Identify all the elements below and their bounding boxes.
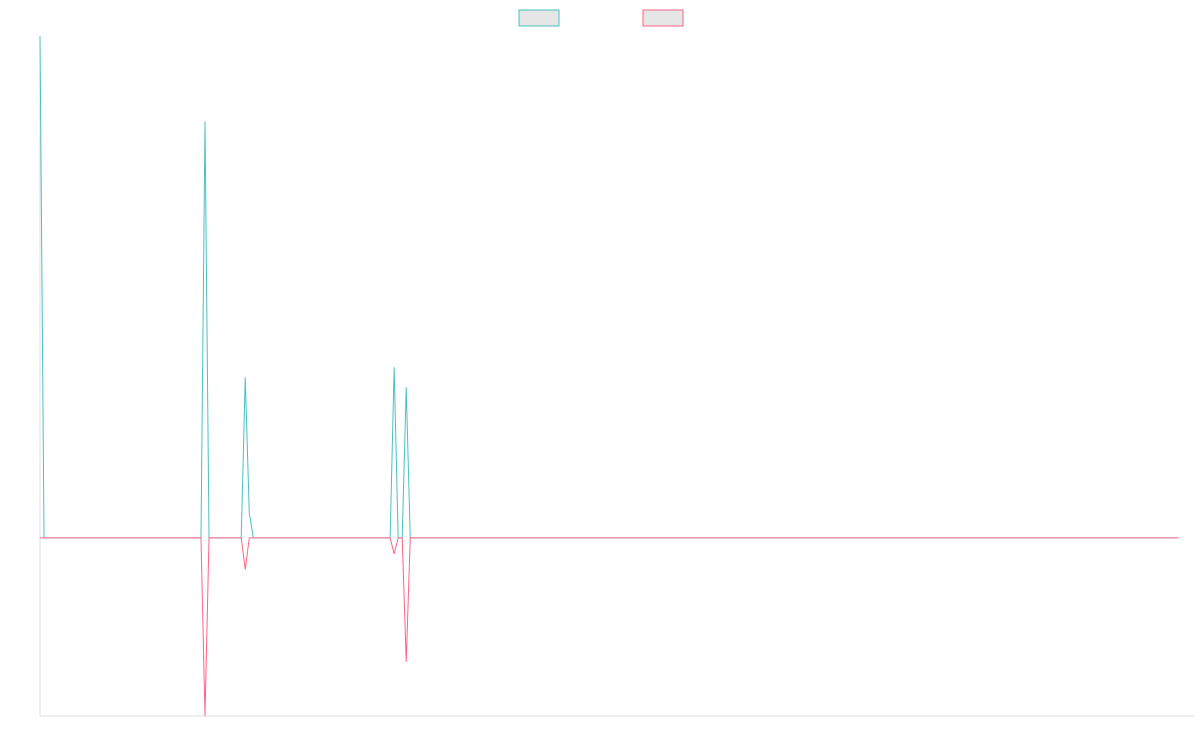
legend-swatch — [642, 9, 684, 27]
series-2 — [40, 537, 1179, 717]
plot-area — [39, 35, 1179, 717]
chart-legend — [518, 9, 684, 27]
chart-axes — [39, 36, 1195, 717]
series-1 — [39, 35, 1175, 539]
series-line — [39, 35, 1175, 539]
legend-item-2[interactable] — [642, 9, 684, 27]
legend-swatch — [518, 9, 560, 27]
legend-item-1[interactable] — [518, 9, 560, 27]
series-line — [40, 537, 1179, 717]
